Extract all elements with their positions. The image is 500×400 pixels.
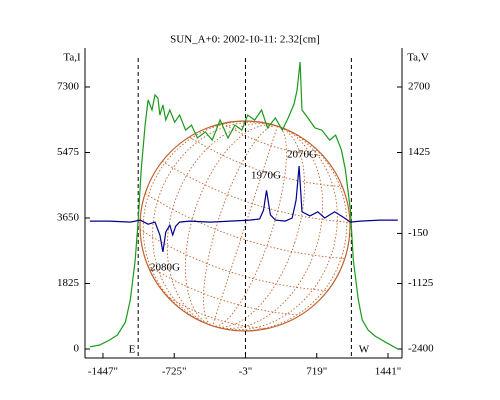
chart-title: SUN_A+0: 2002-10-11: 2.32[cm]	[170, 34, 320, 46]
annotation: 1970G	[251, 170, 281, 182]
parallel	[147, 264, 301, 316]
x-tick-label: -1447"	[88, 366, 118, 378]
meridian	[142, 120, 348, 332]
y-tick-label: 0	[74, 343, 80, 355]
y2-tick-label: -150	[408, 227, 429, 239]
y-tick-label: 1825	[57, 277, 80, 289]
y-axis-label: Ta,I	[63, 52, 81, 64]
annotation: 2070G	[287, 149, 317, 161]
y2-axis-label: Ta,V	[407, 52, 429, 64]
x-tick-label: -3"	[239, 366, 253, 378]
y2-tick-label: 1425	[408, 146, 431, 158]
limb-label: E	[129, 344, 136, 356]
parallel	[162, 160, 350, 223]
y2-tick-label: -1125	[408, 277, 434, 289]
series-line	[89, 61, 399, 350]
y2-tick-label: 2700	[408, 81, 431, 93]
parallel	[166, 295, 267, 330]
parallel	[144, 193, 345, 259]
x-tick-label: 719"	[306, 366, 327, 378]
limb-label: W	[359, 344, 370, 356]
x-tick-label: -725"	[162, 366, 187, 378]
y-tick-label: 5475	[57, 146, 80, 158]
annotation: 2080G	[150, 262, 180, 274]
plot-area: 0 1825 3650 5475 7300 -2400 -1125 -150 1425 2700 -…	[57, 48, 434, 378]
y2-tick-label: -2400	[408, 343, 434, 355]
series-line	[89, 166, 398, 253]
x-tick-label: 1441"	[375, 366, 402, 378]
y-tick-label: 3650	[57, 212, 80, 224]
y-tick-label: 7300	[57, 81, 80, 93]
parallel	[189, 136, 343, 188]
